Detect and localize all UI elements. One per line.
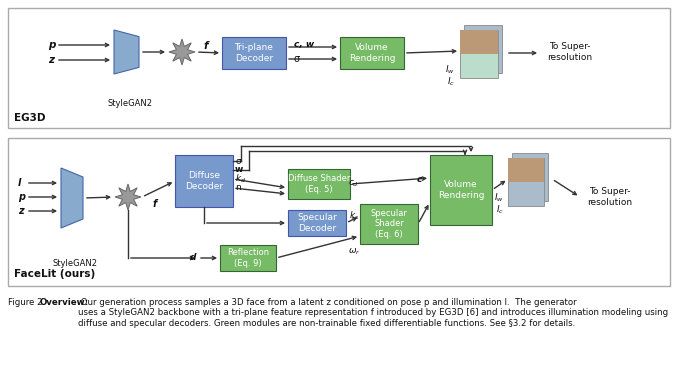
Text: l: l bbox=[18, 178, 22, 188]
Text: p: p bbox=[18, 192, 25, 202]
Bar bbox=[460, 30, 498, 78]
Text: $I_w$: $I_w$ bbox=[494, 192, 504, 204]
Polygon shape bbox=[115, 184, 141, 210]
Text: Volume
Rendering: Volume Rendering bbox=[438, 180, 484, 200]
Text: FaceLit (ours): FaceLit (ours) bbox=[14, 269, 95, 279]
Text: Diffuse
Decoder: Diffuse Decoder bbox=[185, 171, 223, 191]
Text: $k_s$: $k_s$ bbox=[348, 210, 359, 222]
Text: p: p bbox=[48, 40, 56, 50]
Bar bbox=[8, 138, 670, 286]
Text: Diffuse Shader
(Eq. 5): Diffuse Shader (Eq. 5) bbox=[288, 174, 351, 194]
Bar bbox=[222, 37, 286, 69]
Text: Volume
Rendering: Volume Rendering bbox=[348, 43, 395, 63]
Text: To Super-
resolution: To Super- resolution bbox=[547, 42, 593, 62]
Bar bbox=[220, 245, 276, 271]
Text: EG3D: EG3D bbox=[14, 113, 45, 123]
Text: $I_w$: $I_w$ bbox=[445, 64, 455, 76]
Text: StyleGAN2: StyleGAN2 bbox=[108, 100, 153, 108]
Text: d: d bbox=[189, 254, 196, 262]
Text: Figure 2.: Figure 2. bbox=[8, 298, 48, 307]
Text: $\omega_r$: $\omega_r$ bbox=[348, 247, 360, 257]
Bar bbox=[175, 155, 233, 207]
Text: Overview:: Overview: bbox=[40, 298, 89, 307]
Bar bbox=[288, 210, 346, 236]
Text: σ: σ bbox=[235, 157, 241, 165]
Bar bbox=[464, 25, 502, 73]
Text: $k_d$: $k_d$ bbox=[235, 173, 246, 185]
Bar bbox=[512, 153, 548, 201]
Text: z: z bbox=[48, 55, 54, 65]
Bar bbox=[288, 169, 350, 199]
Text: Specular
Decoder: Specular Decoder bbox=[297, 213, 337, 233]
Text: w: w bbox=[235, 165, 243, 175]
Text: $I_c$: $I_c$ bbox=[496, 204, 504, 216]
Bar bbox=[360, 204, 418, 244]
Bar bbox=[508, 158, 544, 182]
Bar bbox=[430, 155, 492, 225]
Bar bbox=[508, 158, 544, 206]
Text: f: f bbox=[204, 41, 208, 51]
Text: f: f bbox=[153, 199, 157, 209]
Text: Our generation process samples a 3D face from a latent z conditioned on pose p a: Our generation process samples a 3D face… bbox=[78, 298, 668, 328]
Text: c: c bbox=[416, 175, 422, 183]
Text: z: z bbox=[18, 206, 24, 216]
Bar bbox=[340, 37, 404, 69]
Polygon shape bbox=[61, 168, 83, 228]
Text: StyleGAN2: StyleGAN2 bbox=[52, 259, 98, 269]
Text: Reflection
(Eq. 9): Reflection (Eq. 9) bbox=[227, 248, 269, 268]
Text: Tri-plane
Decoder: Tri-plane Decoder bbox=[235, 43, 273, 63]
Polygon shape bbox=[169, 39, 195, 65]
Text: $c_d$: $c_d$ bbox=[348, 179, 359, 189]
Bar bbox=[8, 8, 670, 128]
Text: σ: σ bbox=[294, 54, 300, 64]
Text: Specular
Shader
(Eq. 6): Specular Shader (Eq. 6) bbox=[371, 209, 407, 239]
Text: $I_c$: $I_c$ bbox=[447, 76, 455, 88]
Polygon shape bbox=[114, 30, 139, 74]
Text: To Super-
resolution: To Super- resolution bbox=[587, 187, 633, 207]
Bar bbox=[460, 30, 498, 54]
Text: c, w: c, w bbox=[294, 41, 314, 49]
Text: n: n bbox=[235, 183, 241, 193]
